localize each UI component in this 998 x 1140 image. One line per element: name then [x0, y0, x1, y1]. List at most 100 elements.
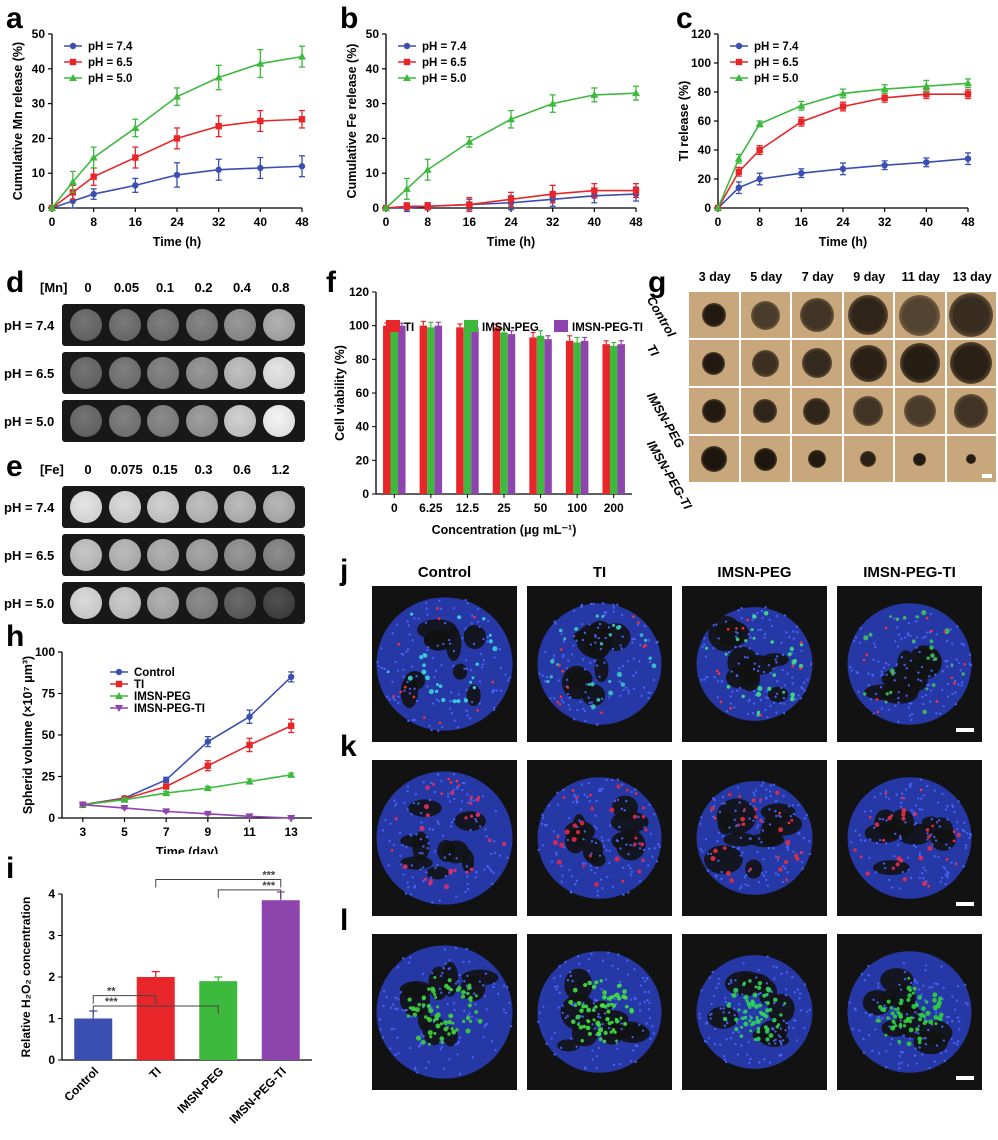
signal-dot — [394, 817, 398, 821]
x-axis-label: Time (h) — [487, 235, 535, 249]
red-spot — [726, 627, 730, 631]
nucleus-dot — [417, 1045, 421, 1048]
nucleus-dot — [735, 1021, 739, 1024]
void — [762, 812, 803, 836]
series-line — [51, 165, 303, 209]
nucleus-dot — [951, 1020, 954, 1023]
x-tick-label: 32 — [878, 215, 892, 229]
signal-dot — [726, 684, 731, 689]
nucleus-dot — [759, 698, 763, 702]
red-spot — [556, 835, 560, 839]
bar — [74, 1018, 113, 1060]
nucleus-dot — [945, 639, 949, 643]
nucleus-dot — [452, 664, 455, 668]
nucleus-dot — [731, 690, 734, 694]
nucleus-dot — [713, 675, 716, 679]
data-point — [162, 776, 170, 784]
nucleus-dot — [927, 1028, 930, 1032]
red-spot — [713, 816, 717, 820]
signal-dot — [863, 635, 869, 641]
nucleus-dot — [440, 1045, 444, 1049]
signal-dot — [466, 985, 472, 991]
signal-dot — [784, 860, 789, 865]
nucleus-dot — [792, 850, 795, 853]
x-tick-label: 0 — [49, 215, 56, 229]
nucleus-dot — [646, 999, 649, 1002]
red-spot — [455, 779, 459, 783]
nucleus-dot — [466, 888, 470, 891]
nucleus-dot — [780, 1043, 783, 1046]
nucleus-dot — [603, 661, 606, 664]
nucleus-dot — [408, 633, 411, 636]
signal-dot — [587, 1031, 592, 1036]
x-tick-label: 3 — [79, 825, 86, 839]
nucleus-dot — [541, 816, 545, 819]
nucleus-dot — [593, 659, 596, 663]
signal-dot — [596, 1031, 602, 1037]
nucleus-dot — [956, 625, 959, 628]
mri-phantom — [108, 405, 141, 437]
legend-marker — [115, 668, 123, 676]
concentration-label: 1.2 — [271, 462, 290, 477]
spheroid-image — [792, 388, 842, 434]
nucleus-dot — [590, 852, 593, 855]
nucleus-dot — [743, 876, 746, 879]
data-point — [162, 808, 171, 816]
void — [463, 625, 487, 650]
x-tick-label: 0 — [715, 215, 722, 229]
nucleus-dot — [436, 644, 439, 647]
signal-dot — [934, 1022, 938, 1026]
nucleus-dot — [753, 793, 756, 797]
nucleus-dot — [431, 901, 434, 904]
nucleus-dot — [421, 852, 424, 855]
nucleus-dot — [581, 622, 584, 626]
nucleus-dot — [456, 1042, 459, 1045]
nucleus-dot — [878, 817, 882, 821]
y-tick-label: 60 — [356, 386, 370, 400]
legend-label: pH = 7.4 — [422, 41, 467, 53]
nucleus-dot — [757, 665, 761, 668]
nucleus-dot — [601, 959, 605, 963]
nucleus-dot — [744, 874, 748, 877]
nucleus-dot — [507, 678, 510, 682]
nucleus-dot — [421, 972, 425, 975]
nucleus-dot — [595, 1067, 598, 1070]
signal-dot — [443, 884, 449, 890]
nucleus-dot — [443, 948, 447, 951]
legend-marker — [403, 74, 411, 81]
nucleus-dot — [964, 843, 968, 847]
nucleus-dot — [410, 1015, 413, 1018]
nucleus-dot — [914, 845, 917, 849]
nucleus-dot — [483, 868, 486, 871]
x-tick-label: 5 — [121, 825, 128, 839]
nucleus-dot — [757, 628, 760, 632]
signal-dot — [932, 992, 938, 998]
void — [864, 684, 903, 700]
day-label: 5 day — [750, 270, 783, 284]
signal-dot — [925, 687, 929, 691]
signal-dot — [453, 868, 457, 872]
data-point — [735, 168, 743, 175]
signal-dot — [469, 795, 473, 800]
nucleus-dot — [466, 882, 469, 886]
nucleus-dot — [897, 633, 901, 636]
data-point — [48, 204, 56, 211]
nucleus-dot — [946, 1021, 949, 1024]
signal-dot — [606, 1002, 611, 1008]
nucleus-dot — [863, 810, 867, 813]
red-spot — [862, 658, 866, 662]
spheroid — [950, 342, 993, 384]
nucleus-dot — [906, 1064, 909, 1067]
nucleus-dot — [918, 876, 922, 880]
x-tick-label: 12.5 — [456, 501, 480, 515]
signal-dot — [734, 1027, 739, 1032]
nucleus-field — [376, 945, 513, 1079]
nucleus-dot — [574, 883, 577, 886]
nucleus-dot — [895, 793, 899, 796]
mri-strip — [62, 486, 305, 528]
signal-dot — [492, 646, 498, 652]
nucleus-dot — [785, 631, 788, 634]
y-tick-label: 50 — [32, 27, 46, 41]
nucleus-dot — [478, 625, 481, 628]
nucleus-dot — [935, 1044, 939, 1047]
